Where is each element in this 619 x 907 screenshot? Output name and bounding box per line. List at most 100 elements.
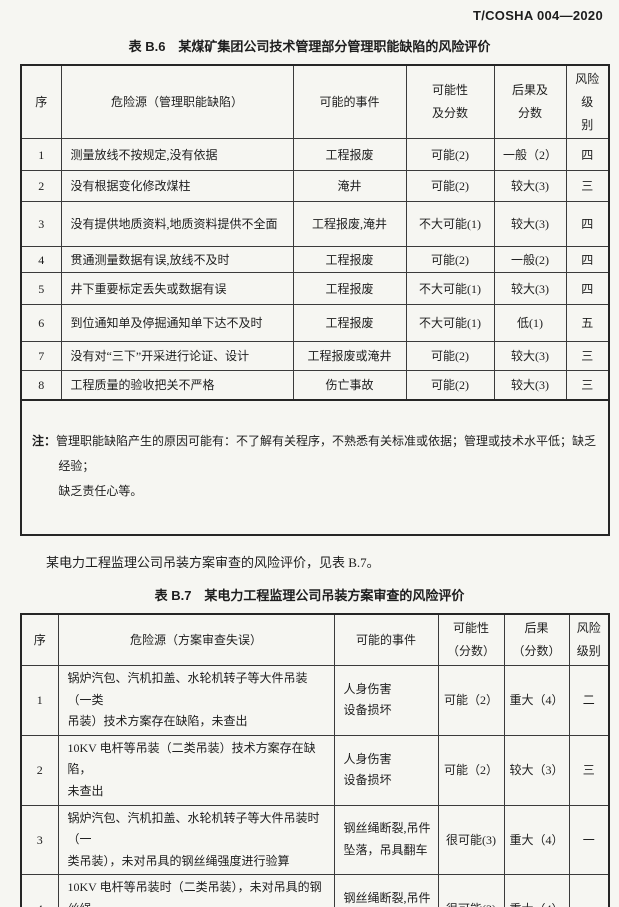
risk-level-cell: 四 (565, 272, 610, 306)
seq-cell: 1 (20, 664, 59, 736)
table-b6-title: 表 B.6 某煤矿集团公司技术管理部分管理职能缺陷的风险评价 (128, 39, 491, 54)
seq-cell: 3 (20, 201, 62, 248)
header-seq: 序 (20, 64, 62, 140)
header-consequence: 后果 （分数） (503, 613, 570, 666)
event-cell: 工程报废 (292, 246, 407, 274)
event-cell: 人身伤害 设备损坏 (333, 734, 439, 806)
risk-level-cell: 三 (565, 341, 610, 372)
event-cell: 钢丝绳断裂,吊件 坠落，吊具翻车 (333, 804, 439, 876)
table-row: 6 到位通知单及停掘通知单下达不及时 工程报废 不大可能(1) 低(1) 五 (20, 304, 610, 343)
seq-cell: 6 (20, 304, 62, 343)
header-event: 可能的事件 (333, 613, 439, 666)
hazard-cell: 锅炉汽包、汽机扣盖、水轮机转子等大件吊装（一类 吊装）技术方案存在缺陷，未查出 (57, 664, 335, 736)
hazard-cell: 测量放线不按规定,没有依据 (60, 138, 294, 172)
seq-cell: 2 (20, 734, 59, 806)
likelihood-cell: 可能(2) (405, 341, 495, 372)
likelihood-cell: 很可能(3) (437, 804, 505, 876)
likelihood-cell: 可能（2） (437, 664, 505, 736)
hazard-cell: 10KV 电杆等吊装时（二类吊装），未对吊具的钢丝绳 强度进行验算 (57, 874, 335, 907)
hazard-cell: 工程质量的验收把关不严格 (60, 370, 294, 401)
table-row: 4 贯通测量数据有误,放线不及时 工程报废 可能(2) 一般(2) 四 (20, 246, 610, 274)
consequence-cell: 较大(3) (493, 272, 567, 306)
header-seq: 序 (20, 613, 59, 666)
likelihood-cell: 不大可能(1) (405, 201, 495, 248)
seq-cell: 5 (20, 272, 62, 306)
consequence-cell: 重大（4） (503, 874, 570, 907)
hazard-cell: 到位通知单及停掘通知单下达不及时 (60, 304, 294, 343)
seq-cell: 7 (20, 341, 62, 372)
event-cell: 人身伤害 设备损坏 (333, 664, 439, 736)
header-likelihood: 可能性 及分数 (405, 64, 495, 140)
consequence-cell: 低(1) (493, 304, 567, 343)
consequence-cell: 较大(3) (493, 341, 567, 372)
table-note: 注：管理职能缺陷产生的原因可能有：不了解有关程序，不熟悉有关标准或依据；管理或技… (32, 429, 598, 503)
likelihood-cell: 不大可能(1) (405, 272, 495, 306)
likelihood-cell: 可能(2) (405, 370, 495, 401)
table-row: 2 没有根据变化修改煤柱 淹井 可能(2) 较大(3) 三 (20, 170, 610, 203)
intro-paragraph: 某电力工程监理公司吊装方案审查的风险评价，见表 B.7。 (46, 554, 380, 570)
event-cell: 工程报废 (292, 272, 407, 306)
table-b7-header-row: 序 危险源（方案审查失误） 可能的事件 可能性 （分数） 后果 （分数） 风险 … (20, 613, 610, 666)
table-row: 2 10KV 电杆等吊装（二类吊装）技术方案存在缺陷， 未查出 人身伤害 设备损… (20, 734, 610, 806)
header-event: 可能的事件 (292, 64, 407, 140)
table-row: 1 锅炉汽包、汽机扣盖、水轮机转子等大件吊装（一类 吊装）技术方案存在缺陷，未查… (20, 664, 610, 736)
event-cell: 钢丝绳断裂,吊件 坠落 (333, 874, 439, 907)
consequence-cell: 较大(3) (493, 201, 567, 248)
table-b7-title: 表 B.7 某电力工程监理公司吊装方案审查的风险评价 (154, 588, 465, 604)
likelihood-cell: 不大可能(1) (405, 304, 495, 343)
event-cell: 工程报废 (292, 138, 407, 172)
table-b6: 序 危险源（管理职能缺陷） 可能的事件 可能性 及分数 后果及 分数 风险级 别… (20, 64, 610, 536)
seq-cell: 8 (20, 370, 62, 401)
likelihood-cell: 很可能(3) (437, 874, 505, 907)
table-b7: 序 危险源（方案审查失误） 可能的事件 可能性 （分数） 后果 （分数） 风险 … (20, 613, 610, 907)
doc-code: T/COSHA 004—2020 (472, 8, 603, 23)
risk-level-cell: 三 (565, 370, 610, 401)
table-row: 3 没有提供地质资料,地质资料提供不全面 工程报废,淹井 不大可能(1) 较大(… (20, 201, 610, 248)
risk-level-cell: 二 (568, 664, 610, 736)
seq-cell: 3 (20, 804, 59, 876)
hazard-cell: 贯通测量数据有误,放线不及时 (60, 246, 294, 274)
header-consequence: 后果及 分数 (493, 64, 567, 140)
header-likelihood: 可能性 （分数） (437, 613, 505, 666)
seq-cell: 1 (20, 138, 62, 172)
table-row: 7 没有对“三下”开采进行论证、设计 工程报废或淹井 可能(2) 较大(3) 三 (20, 341, 610, 372)
consequence-cell: 较大(3) (493, 370, 567, 401)
seq-cell: 4 (20, 874, 59, 907)
consequence-cell: 一般（2） (493, 138, 567, 172)
header-hazard: 危险源（管理职能缺陷） (60, 64, 294, 140)
risk-level-cell: 一 (568, 804, 610, 876)
event-cell: 工程报废,淹井 (292, 201, 407, 248)
consequence-cell: 重大（4） (503, 664, 570, 736)
header-risk-level: 风险级 别 (565, 64, 610, 140)
likelihood-cell: 可能(2) (405, 246, 495, 274)
hazard-cell: 没有提供地质资料,地质资料提供不全面 (60, 201, 294, 248)
consequence-cell: 重大（4） (503, 804, 570, 876)
event-cell: 工程报废或淹井 (292, 341, 407, 372)
likelihood-cell: 可能（2） (437, 734, 505, 806)
risk-level-cell: 一 (568, 874, 610, 907)
hazard-cell: 锅炉汽包、汽机扣盖、水轮机转子等大件吊装时（一 类吊装），未对吊具的钢丝绳强度进… (57, 804, 335, 876)
likelihood-cell: 可能(2) (405, 170, 495, 203)
note-text: 管理职能缺陷产生的原因可能有：不了解有关程序，不熟悉有关标准或依据；管理或技术水… (56, 434, 597, 498)
risk-level-cell: 三 (568, 734, 610, 806)
likelihood-cell: 可能(2) (405, 138, 495, 172)
risk-level-cell: 四 (565, 201, 610, 248)
table-b6-header-row: 序 危险源（管理职能缺陷） 可能的事件 可能性 及分数 后果及 分数 风险级 别 (20, 64, 610, 140)
table-row: 8 工程质量的验收把关不严格 伤亡事故 可能(2) 较大(3) 三 (20, 370, 610, 401)
note-label: 注： (32, 434, 57, 449)
risk-level-cell: 三 (565, 170, 610, 203)
risk-level-cell: 四 (565, 138, 610, 172)
header-hazard: 危险源（方案审查失误） (57, 613, 335, 666)
event-cell: 工程报废 (292, 304, 407, 343)
hazard-cell: 没有根据变化修改煤柱 (60, 170, 294, 203)
seq-cell: 2 (20, 170, 62, 203)
header-risk-level: 风险 级别 (568, 613, 610, 666)
event-cell: 伤亡事故 (292, 370, 407, 401)
risk-level-cell: 四 (565, 246, 610, 274)
consequence-cell: 一般(2) (493, 246, 567, 274)
table-row: 5 井下重要标定丢失或数据有误 工程报废 不大可能(1) 较大(3) 四 (20, 272, 610, 306)
hazard-cell: 10KV 电杆等吊装（二类吊装）技术方案存在缺陷， 未查出 (57, 734, 335, 806)
table-b6-note-row: 注：管理职能缺陷产生的原因可能有：不了解有关程序，不熟悉有关标准或依据；管理或技… (20, 398, 610, 536)
table-row: 4 10KV 电杆等吊装时（二类吊装），未对吊具的钢丝绳 强度进行验算 钢丝绳断… (20, 874, 610, 907)
